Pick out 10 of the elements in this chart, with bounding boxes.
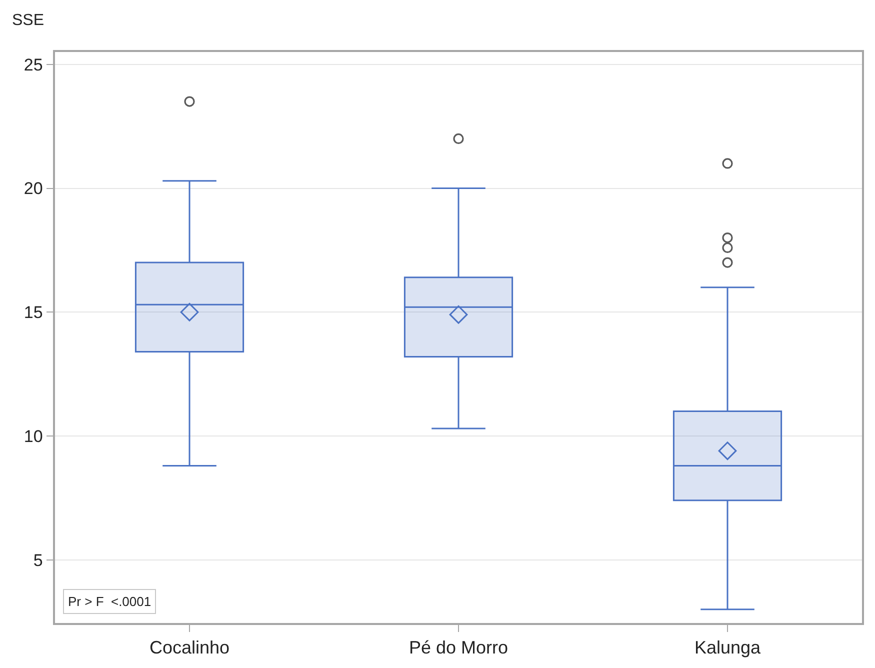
y-tick-label: 10 (24, 426, 43, 446)
y-tick-label: 15 (24, 303, 43, 322)
y-tick-label: 5 (33, 550, 43, 570)
annotation: Pr > F <.0001 (68, 594, 152, 609)
y-axis-title: SSE (12, 12, 44, 29)
x-tick-label: Kalunga (694, 637, 762, 658)
y-tick-label: 25 (24, 55, 43, 74)
x-tick-label: Cocalinho (149, 637, 230, 658)
y-tick-label: 20 (24, 179, 43, 198)
x-tick-label: Pé do Morro (408, 637, 508, 658)
